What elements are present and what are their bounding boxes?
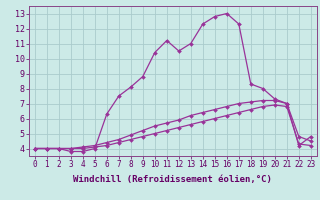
X-axis label: Windchill (Refroidissement éolien,°C): Windchill (Refroidissement éolien,°C) <box>73 175 272 184</box>
